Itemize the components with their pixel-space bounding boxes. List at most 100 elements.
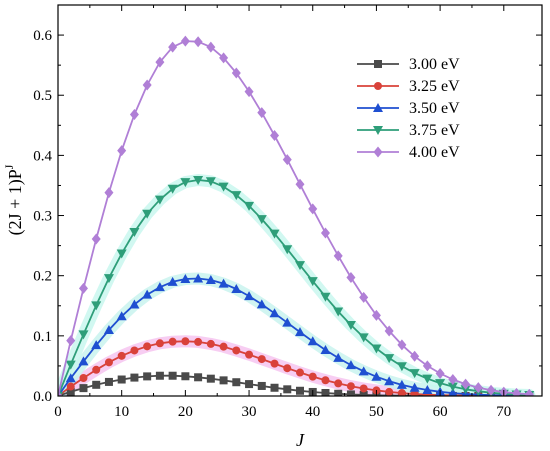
- data-point-3-50-ev: [320, 344, 331, 354]
- data-point-4-00-ev: [219, 52, 229, 64]
- data-point-4-00-ev: [155, 56, 165, 68]
- data-point-3-25-ev: [194, 337, 203, 346]
- data-point-3-50-ev: [371, 371, 382, 381]
- data-point-3-25-ev: [219, 342, 228, 351]
- data-point-3-75-ev: [447, 382, 458, 392]
- data-point-4-00-ev: [66, 335, 76, 347]
- x-tick-label: 20: [178, 404, 193, 420]
- data-point-3-00-ev: [346, 390, 355, 396]
- data-point-4-00-ev: [422, 360, 432, 372]
- data-point-3-50-ev: [142, 289, 153, 299]
- legend-marker-3-00-ev: [374, 60, 382, 68]
- data-point-3-50-ev: [116, 311, 127, 321]
- series-layer: [58, 35, 535, 396]
- legend-marker-3-75-ev: [373, 126, 383, 135]
- data-point-3-50-ev: [78, 356, 89, 366]
- tick-layer: 0 10 20 30 40 50 60 70 0.0 0.1 0.2 0.3 0.4 0.5 0.6: [33, 4, 542, 420]
- data-point-3-50-ev: [103, 324, 114, 334]
- data-point-3-00-ev: [219, 376, 228, 385]
- data-point-3-50-ev: [345, 360, 356, 370]
- data-point-3-50-ev: [193, 273, 204, 283]
- data-point-3-00-ev: [104, 377, 113, 386]
- data-point-3-00-ev: [79, 384, 88, 393]
- data-point-3-75-ev: [282, 245, 293, 255]
- data-point-4-00-ev: [282, 154, 292, 166]
- data-point-4-00-ev: [524, 388, 534, 396]
- data-point-3-00-ev: [232, 378, 241, 387]
- data-point-3-25-ev: [359, 384, 368, 393]
- data-point-3-50-ev: [384, 376, 395, 386]
- data-point-3-75-ev: [358, 333, 369, 343]
- data-point-3-00-ev: [143, 372, 152, 381]
- data-point-3-75-ev: [65, 360, 76, 370]
- data-point-3-00-ev: [257, 381, 266, 390]
- data-point-3-00-ev: [181, 372, 190, 381]
- data-point-3-50-ev: [231, 284, 242, 294]
- data-point-3-00-ev: [168, 371, 177, 380]
- data-point-4-00-ev: [58, 390, 63, 396]
- y-axis-label: (2J + 1)PJ: [2, 164, 26, 235]
- data-point-3-75-ev: [384, 354, 395, 364]
- data-point-3-25-ev: [270, 359, 279, 368]
- data-point-4-00-ev: [346, 271, 356, 283]
- data-point-3-75-ev: [460, 385, 471, 395]
- data-point-4-00-ev: [397, 339, 407, 351]
- data-point-3-25-ev: [79, 374, 88, 383]
- y-axis-label-main: (2J + 1)P: [5, 169, 26, 235]
- data-point-3-25-ev: [168, 337, 177, 346]
- data-point-3-25-ev: [346, 382, 355, 391]
- data-point-3-75-ev: [333, 307, 344, 317]
- data-point-3-00-ev: [283, 385, 292, 394]
- legend: 3.00 eV 3.25 eV 3.50 eV 3.75 eV 4.00 eV: [357, 56, 460, 161]
- data-point-4-00-ev: [473, 382, 483, 394]
- data-point-3-00-ev: [155, 371, 164, 380]
- data-point-4-00-ev: [435, 367, 445, 379]
- data-point-3-75-ev: [129, 228, 140, 238]
- data-point-3-75-ev: [180, 178, 191, 188]
- data-point-3-75-ev: [345, 321, 356, 331]
- x-tick-label: 40: [305, 404, 320, 420]
- data-point-3-00-ev: [321, 388, 330, 396]
- data-point-3-50-ev: [422, 385, 433, 395]
- data-point-3-50-ev: [91, 340, 102, 350]
- data-point-3-75-ev: [422, 374, 433, 384]
- y-tick-label: 0.2: [33, 269, 52, 285]
- y-axis-label-superscript: J: [2, 164, 16, 169]
- data-point-3-50-ev: [282, 317, 293, 327]
- data-point-3-25-ev: [117, 351, 126, 360]
- data-point-3-25-ev: [245, 350, 254, 359]
- data-point-4-00-ev: [512, 387, 522, 396]
- legend-label-3-50-ev: 3.50 eV: [409, 100, 460, 117]
- data-point-3-25-ev: [296, 368, 304, 377]
- data-point-3-25-ev: [92, 365, 101, 374]
- data-point-3-00-ev: [206, 374, 215, 383]
- x-tick-label: 70: [496, 404, 511, 420]
- data-point-3-50-ev: [358, 366, 369, 376]
- data-point-4-00-ev: [180, 35, 190, 47]
- data-point-3-75-ev: [142, 209, 153, 219]
- x-axis-label: J: [296, 430, 305, 450]
- data-point-3-25-ev: [321, 376, 330, 385]
- data-point-3-25-ev: [397, 389, 406, 396]
- data-point-4-00-ev: [257, 107, 267, 119]
- data-point-3-50-ev: [205, 274, 216, 284]
- data-point-3-00-ev: [296, 386, 304, 395]
- data-point-3-00-ev: [66, 387, 75, 396]
- legend-label-4-00-ev: 4.00 eV: [409, 144, 460, 161]
- data-point-3-25-ev: [283, 364, 292, 373]
- data-point-3-50-ev: [167, 276, 178, 286]
- data-point-3-50-ev: [307, 336, 318, 346]
- data-point-4-00-ev: [448, 373, 458, 385]
- data-point-3-50-ev: [256, 299, 267, 309]
- data-point-3-75-ev: [78, 330, 89, 340]
- data-point-4-00-ev: [333, 250, 343, 262]
- data-point-3-25-ev: [257, 355, 266, 364]
- data-point-3-25-ev: [155, 339, 164, 348]
- y-tick-label: 0.6: [33, 28, 52, 44]
- x-tick-label: 50: [369, 404, 384, 420]
- legend-marker-3-50-ev: [373, 103, 383, 112]
- data-point-4-00-ev: [129, 108, 139, 120]
- legend-marker-4-00-ev: [373, 146, 383, 158]
- data-point-3-25-ev: [104, 358, 113, 367]
